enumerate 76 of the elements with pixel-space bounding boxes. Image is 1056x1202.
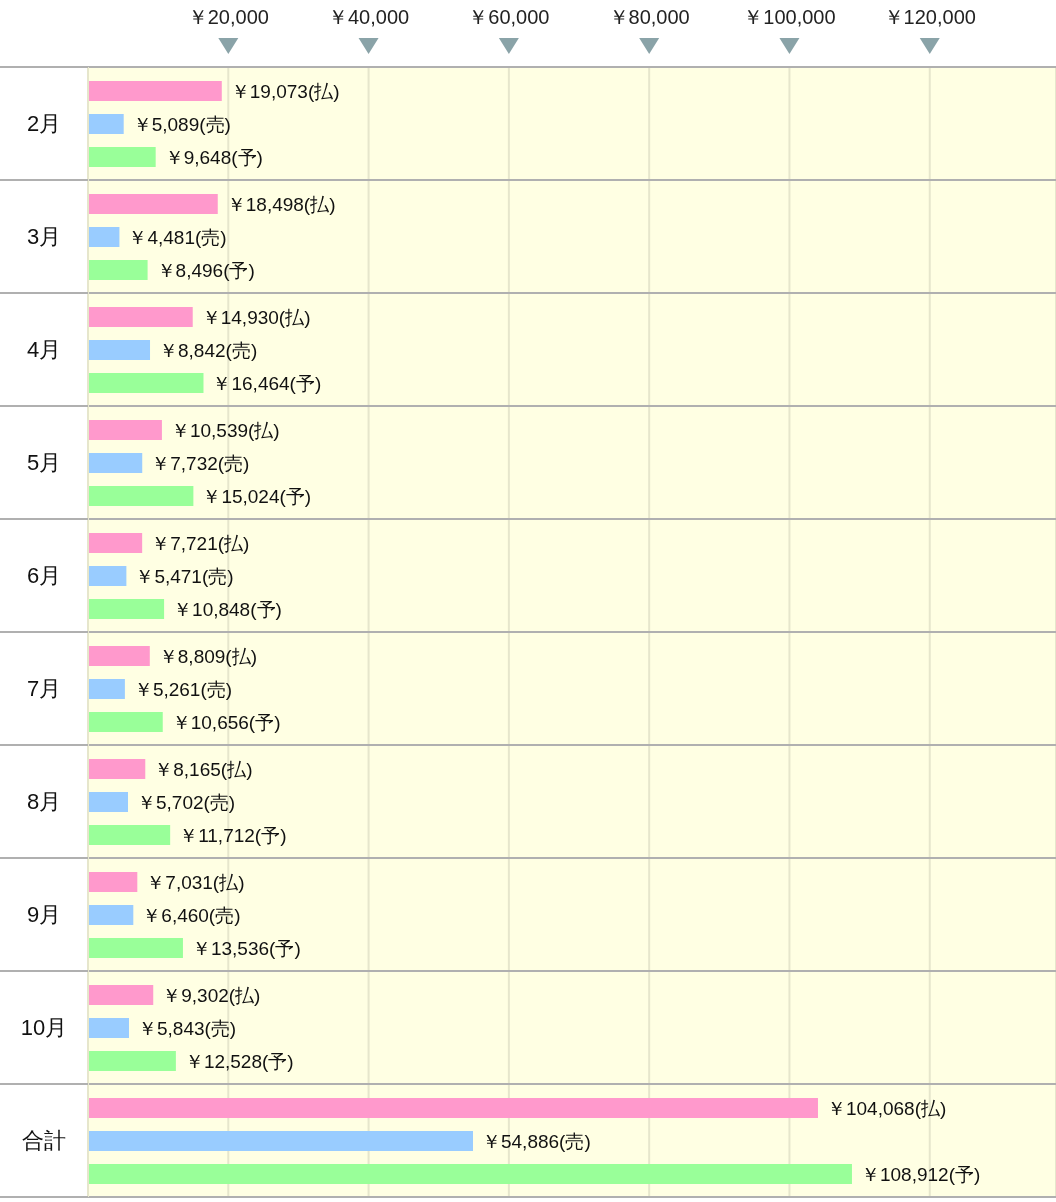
bar [88,566,127,586]
data-label: ￥4,481(売) [128,226,227,248]
bar [88,938,183,958]
bar [88,1051,176,1071]
data-label: ￥8,809(払) [158,645,257,667]
data-label: ￥18,498(払) [226,193,336,215]
bar [88,679,125,699]
bar [88,373,204,393]
x-tick-label: ￥120,000 [883,6,976,28]
bar [88,486,194,506]
x-tick-label: ￥20,000 [187,6,269,28]
y-tick-label: 8月 [26,789,62,814]
data-label: ￥7,031(払) [146,871,245,893]
data-label: ￥108,912(予) [860,1163,981,1185]
bar [88,759,146,779]
bar [88,1018,129,1038]
data-label: ￥8,165(払) [154,758,253,780]
data-label: ￥10,539(払) [170,419,280,441]
x-tick-label: ￥80,000 [608,6,690,28]
bar [88,194,218,214]
data-label: ￥5,843(売) [137,1017,237,1039]
data-label: ￥6,460(売) [142,904,241,926]
bar [88,1164,852,1184]
y-tick-label: 合計 [22,1128,66,1153]
bar [88,453,143,473]
bar [88,260,148,280]
bar [88,227,120,247]
bar [88,1098,818,1118]
data-label: ￥16,464(予) [212,372,322,394]
y-tick-label: 3月 [26,224,62,249]
x-tick-label: ￥60,000 [468,6,550,28]
bar [88,307,193,327]
y-tick-label: 2月 [26,111,62,136]
y-tick-label: 6月 [26,563,62,588]
x-tick-label: ￥100,000 [743,6,836,28]
data-label: ￥10,656(予) [171,711,281,733]
data-label: ￥5,471(売) [135,565,234,587]
data-label: ￥11,712(予) [179,824,287,846]
y-tick-label: 7月 [26,676,62,701]
bar [88,712,163,732]
bar [88,905,134,925]
bar [88,646,150,666]
data-label: ￥7,732(売) [151,452,250,474]
x-tick-label: ￥40,000 [327,6,410,28]
data-label: ￥104,068(払) [826,1097,947,1119]
bar [88,81,222,101]
data-label: ￥7,721(払) [151,532,250,554]
data-label: ￥12,528(予) [184,1050,294,1072]
data-label: ￥9,648(予) [164,146,263,168]
bar [88,825,171,845]
bar [88,985,154,1005]
y-tick-label: 10月 [20,1015,68,1040]
bar [88,533,143,553]
y-tick-label: 5月 [26,450,62,475]
data-label: ￥14,930(払) [201,306,311,328]
y-tick-label: 9月 [26,902,62,927]
data-label: ￥10,848(予) [173,598,282,620]
bar [88,340,151,360]
data-label: ￥54,886(売) [482,1130,591,1152]
data-label: ￥5,261(売) [133,678,233,700]
data-label: ￥8,842(売) [159,339,258,361]
data-label: ￥13,536(予) [191,937,301,959]
data-label: ￥9,302(払) [162,984,261,1006]
bar [88,1131,473,1151]
bar [88,114,124,134]
data-label: ￥19,073(払) [230,80,340,102]
bar [88,420,162,440]
data-label: ￥8,496(予) [156,259,255,281]
data-label: ￥15,024(予) [202,485,312,507]
bar [88,792,128,812]
bar [88,599,165,619]
y-tick-label: 4月 [26,337,62,362]
data-label: ￥5,702(売) [137,791,236,813]
bar [88,147,156,167]
data-label: ￥5,089(売) [132,113,231,135]
bar [88,872,138,892]
